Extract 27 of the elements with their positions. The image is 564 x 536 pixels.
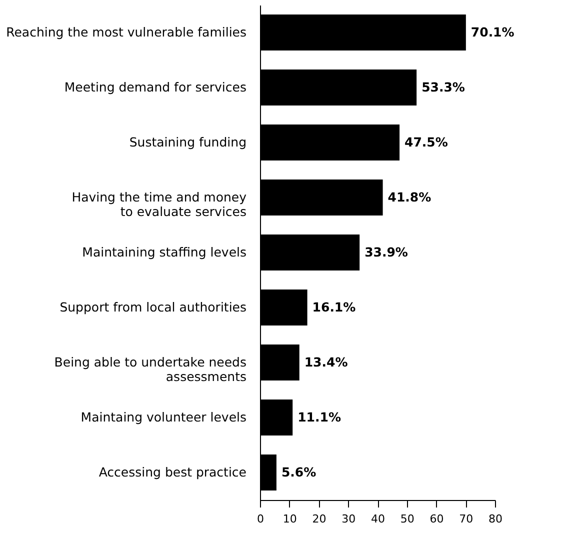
x-tick-label: 80 [488,512,502,526]
x-tick-label: 40 [371,512,385,526]
y-tick-label: Accessing best practice [98,464,247,480]
data-label: 11.1% [298,410,342,424]
data-label: 13.4% [304,354,348,370]
data-label: 53.3% [422,80,466,94]
data-label: 70.1% [470,24,515,40]
y-tick-label: Maintaing volunteer levels [80,410,246,424]
y-tick-label: Maintaining staffing levels [82,244,246,260]
y-tick-label: Support from local authorities [60,300,246,314]
y-tick-label: Having the time and money to evaluate services [72,190,248,219]
data-label: 16.1% [312,300,356,314]
x-tick-label: 30 [342,512,356,526]
y-tick-label: Sustaining funding [129,134,246,150]
x-tick-label: 70 [459,512,474,526]
y-tick-label: Meeting demand for services [64,80,246,94]
data-label: 47.5% [404,134,448,150]
y-tick-label: Reaching the most vulnerable families [6,24,246,40]
x-tick-label: 20 [312,512,326,526]
x-tick-label: 10 [282,512,297,526]
y-tick-label: Being able to undertake needs assessments [54,354,246,384]
data-label: 41.8% [388,190,432,204]
x-tick-label: 60 [430,512,444,526]
data-label: 5.6% [281,464,317,480]
data-label: 33.9% [364,244,408,260]
x-tick-label: 0 [257,512,264,526]
x-tick-label: 50 [400,512,414,526]
